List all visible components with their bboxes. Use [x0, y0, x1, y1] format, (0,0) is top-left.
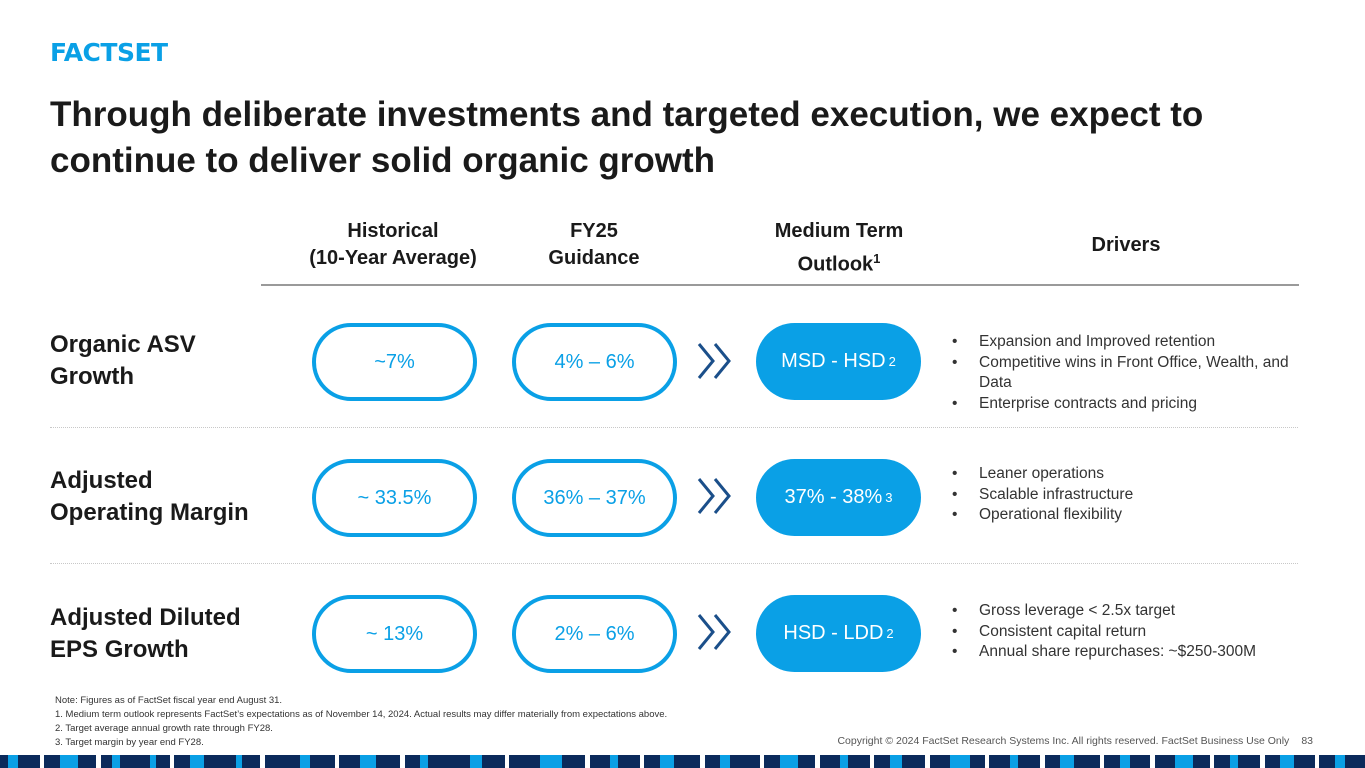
decorative-stripe-bar: [0, 755, 1365, 768]
page-number: 83: [1301, 735, 1313, 747]
row-label-line: Adjusted: [50, 465, 249, 497]
drivers-list: Expansion and Improved retention Competi…: [952, 332, 1307, 414]
row-label-line: Growth: [50, 361, 196, 393]
pill-value: 36% – 37%: [543, 487, 645, 510]
pill-value: ~7%: [374, 351, 415, 374]
pill-value: 37% - 38%: [784, 486, 882, 509]
historical-value-pill: ~7%: [312, 323, 477, 401]
footnote-line: Note: Figures as of FactSet fiscal year …: [55, 694, 667, 708]
driver-item: Enterprise contracts and pricing: [952, 394, 1307, 415]
row-label-operating-margin: Adjusted Operating Margin: [50, 465, 249, 529]
pill-value: 4% – 6%: [554, 351, 634, 374]
pill-value: ~ 13%: [366, 623, 423, 646]
row-label-line: Adjusted Diluted: [50, 602, 241, 634]
column-header-line: Outlook1: [748, 245, 930, 279]
row-label-line: EPS Growth: [50, 634, 241, 666]
column-header-line: Medium Term: [748, 218, 930, 245]
row-divider: [50, 563, 1298, 564]
historical-value-pill: ~ 13%: [312, 595, 477, 673]
driver-item: Expansion and Improved retention: [952, 332, 1307, 353]
fy25-guidance-pill: 36% – 37%: [512, 459, 677, 537]
factset-logo: FACTSET: [50, 38, 168, 67]
driver-item: Operational flexibility: [952, 505, 1307, 526]
copyright-notice: Copyright © 2024 FactSet Research System…: [837, 735, 1313, 747]
page-title: Through deliberate investments and targe…: [50, 92, 1290, 184]
column-header-line: Guidance: [514, 245, 674, 272]
fy25-guidance-pill: 4% – 6%: [512, 323, 677, 401]
driver-item: Competitive wins in Front Office, Wealth…: [952, 353, 1307, 394]
pill-value: HSD - LDD: [783, 622, 883, 645]
header-divider: [261, 284, 1299, 286]
row-label-organic-asv: Organic ASV Growth: [50, 329, 196, 393]
column-header-drivers: Drivers: [1045, 232, 1207, 259]
footnote-line: 2. Target average annual growth rate thr…: [55, 722, 667, 736]
medium-term-outlook-pill: HSD - LDD 2: [756, 595, 921, 672]
footnote-marker: 3: [885, 490, 892, 505]
double-chevron-right-icon: [695, 612, 735, 652]
column-header-line: (10-Year Average): [295, 245, 491, 272]
column-header-fy25: FY25 Guidance: [514, 218, 674, 272]
driver-item: Annual share repurchases: ~$250-300M: [952, 642, 1307, 663]
column-header-line: FY25: [514, 218, 674, 245]
pill-value: ~ 33.5%: [358, 487, 432, 510]
row-divider: [50, 427, 1298, 428]
driver-item: Leaner operations: [952, 464, 1307, 485]
fy25-guidance-pill: 2% – 6%: [512, 595, 677, 673]
driver-item: Consistent capital return: [952, 622, 1307, 643]
footnote-marker: 1: [873, 251, 880, 266]
footnote-line: 1. Medium term outlook represents FactSe…: [55, 708, 667, 722]
column-header-medium-term: Medium Term Outlook1: [748, 218, 930, 279]
driver-item: Scalable infrastructure: [952, 485, 1307, 506]
driver-item: Gross leverage < 2.5x target: [952, 601, 1307, 622]
historical-value-pill: ~ 33.5%: [312, 459, 477, 537]
medium-term-outlook-pill: MSD - HSD 2: [756, 323, 921, 400]
footnotes: Note: Figures as of FactSet fiscal year …: [55, 694, 667, 750]
medium-term-outlook-pill: 37% - 38% 3: [756, 459, 921, 536]
column-header-text: Outlook: [798, 254, 874, 276]
footnote-marker: 2: [886, 626, 893, 641]
copyright-text: Copyright © 2024 FactSet Research System…: [837, 735, 1289, 747]
row-label-line: Organic ASV: [50, 329, 196, 361]
pill-value: MSD - HSD: [781, 350, 885, 373]
footnote-marker: 2: [889, 354, 896, 369]
column-header-line: Historical: [295, 218, 491, 245]
double-chevron-right-icon: [695, 341, 735, 381]
pill-value: 2% – 6%: [554, 623, 634, 646]
row-label-eps-growth: Adjusted Diluted EPS Growth: [50, 602, 241, 666]
footnote-line: 3. Target margin by year end FY28.: [55, 736, 667, 750]
double-chevron-right-icon: [695, 476, 735, 516]
drivers-list: Gross leverage < 2.5x target Consistent …: [952, 601, 1307, 663]
drivers-list: Leaner operations Scalable infrastructur…: [952, 464, 1307, 526]
column-header-historical: Historical (10-Year Average): [295, 218, 491, 272]
row-label-line: Operating Margin: [50, 497, 249, 529]
